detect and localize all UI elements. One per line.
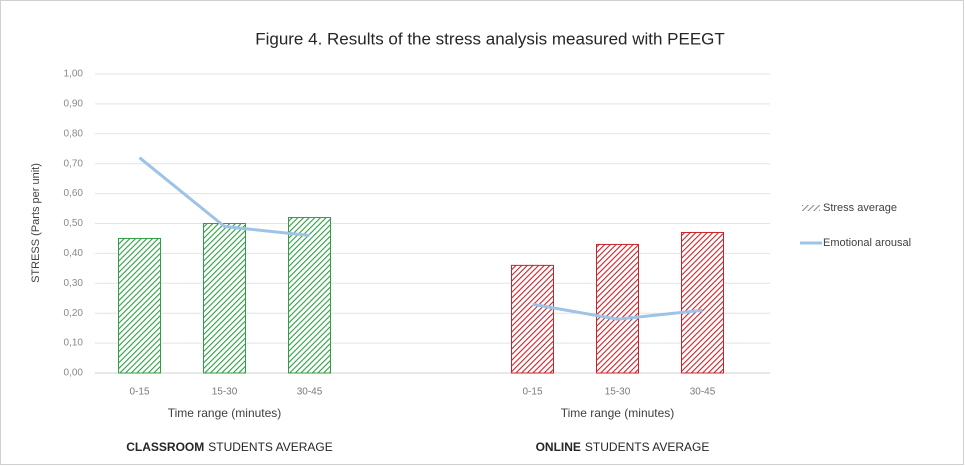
y-tick-label: 1,00	[64, 69, 84, 80]
y-tick-label: 0,10	[64, 338, 84, 349]
group-label-rest: STUDENTS AVERAGE	[585, 440, 709, 454]
y-tick-label: 0,20	[64, 308, 84, 319]
bar	[511, 264, 554, 374]
x-tick-label: 15-30	[605, 387, 631, 398]
group-label: ONLINE STUDENTS AVERAGE	[536, 440, 710, 454]
x-tick-label: 30-45	[297, 387, 323, 398]
y-tick-label: 0,80	[64, 128, 84, 139]
line-series	[532, 302, 703, 321]
y-tick-label: 0,00	[64, 368, 84, 379]
bar	[118, 237, 161, 374]
y-axis-label: STRESS (Parts per unit)	[30, 163, 42, 283]
group-label-bold: CLASSROOM	[126, 440, 204, 454]
x-tick-label: 30-45	[690, 387, 716, 398]
x-tick-label: 15-30	[212, 387, 238, 398]
chart-title: Figure 4. Results of the stress analysis…	[255, 29, 725, 48]
group-label-rest: STUDENTS AVERAGE	[208, 440, 332, 454]
x-axis-label: Time range (minutes)	[168, 406, 282, 420]
y-tick-label: 0,50	[64, 218, 84, 229]
legend-label: Emotional arousal	[823, 237, 911, 249]
y-tick-label: 0,40	[64, 248, 84, 259]
bar	[203, 223, 246, 374]
bar	[288, 217, 331, 374]
legend-label: Stress average	[823, 202, 897, 214]
legend-swatch	[802, 205, 820, 211]
group-label: CLASSROOM STUDENTS AVERAGE	[126, 440, 332, 454]
y-tick-label: 0,90	[64, 99, 84, 110]
y-tick-label: 0,60	[64, 188, 84, 199]
y-tick-label: 0,70	[64, 158, 84, 169]
x-tick-label: 0-15	[129, 387, 149, 398]
x-tick-label: 0-15	[522, 387, 542, 398]
bar	[681, 231, 724, 374]
y-tick-label: 0,30	[64, 278, 84, 289]
line-series	[138, 156, 310, 237]
group-label-bold: ONLINE	[536, 440, 581, 454]
bar	[596, 243, 639, 374]
x-axis-label: Time range (minutes)	[561, 406, 675, 420]
